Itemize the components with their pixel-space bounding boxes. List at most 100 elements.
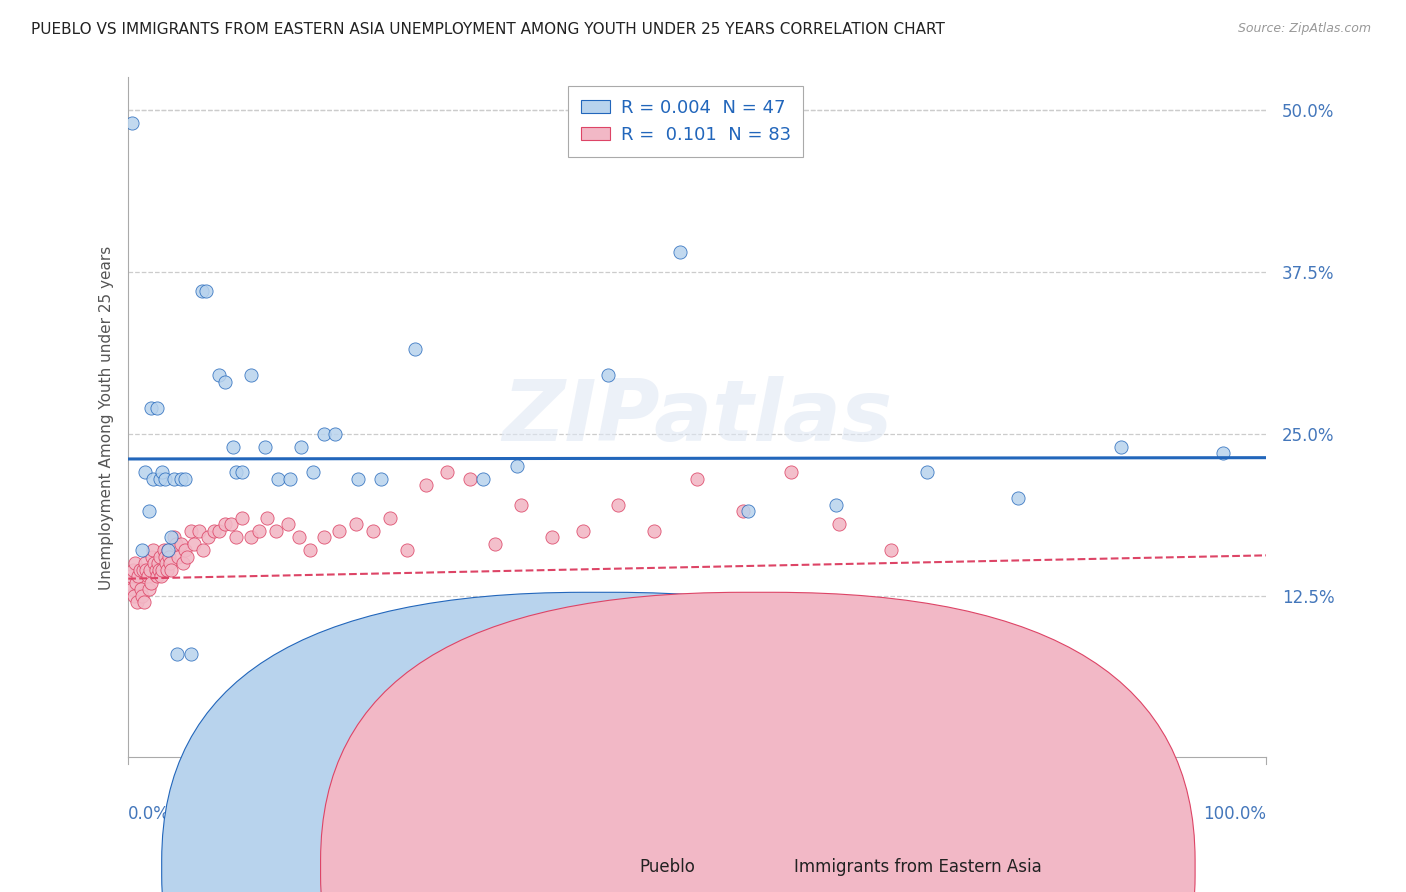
Point: [879, 543, 901, 558]
Point: [472, 472, 495, 486]
Point: [157, 549, 180, 564]
Text: 0.0%: 0.0%: [128, 805, 170, 823]
Point: [121, 116, 143, 130]
Point: [194, 284, 217, 298]
Point: [328, 524, 350, 538]
Point: [150, 569, 173, 583]
Point: [197, 530, 219, 544]
Point: [135, 563, 157, 577]
Point: [145, 563, 167, 577]
Point: [176, 549, 198, 564]
Point: [157, 543, 180, 558]
Point: [125, 575, 148, 590]
Point: [121, 563, 143, 577]
Point: [166, 647, 188, 661]
Text: ZIPatlas: ZIPatlas: [502, 376, 893, 458]
Point: [132, 563, 155, 577]
Point: [187, 524, 209, 538]
Point: [915, 466, 938, 480]
Point: [264, 524, 287, 538]
Point: [193, 543, 215, 558]
Point: [231, 466, 253, 480]
Point: [378, 510, 401, 524]
Point: [139, 563, 162, 577]
Point: [142, 543, 165, 558]
Point: [149, 472, 172, 486]
Point: [120, 569, 142, 583]
Point: [301, 466, 323, 480]
Point: [127, 569, 149, 583]
Point: [506, 458, 529, 473]
Point: [143, 556, 166, 570]
Point: [347, 472, 370, 486]
Point: [169, 537, 191, 551]
Point: [145, 401, 167, 415]
Text: 100.0%: 100.0%: [1204, 805, 1267, 823]
Point: [643, 524, 665, 538]
Point: [118, 575, 141, 590]
Point: [148, 563, 170, 577]
Point: [225, 466, 247, 480]
Point: [134, 466, 156, 480]
Point: [312, 426, 335, 441]
Point: [225, 530, 247, 544]
Text: PUEBLO VS IMMIGRANTS FROM EASTERN ASIA UNEMPLOYMENT AMONG YOUTH UNDER 25 YEARS C: PUEBLO VS IMMIGRANTS FROM EASTERN ASIA U…: [31, 22, 945, 37]
Text: Source: ZipAtlas.com: Source: ZipAtlas.com: [1237, 22, 1371, 36]
Point: [141, 549, 163, 564]
Point: [149, 549, 172, 564]
Point: [509, 498, 531, 512]
Point: [183, 537, 205, 551]
Point: [152, 543, 174, 558]
Point: [396, 543, 419, 558]
Point: [153, 549, 176, 564]
Point: [142, 472, 165, 486]
Point: [484, 537, 506, 551]
Text: Pueblo: Pueblo: [640, 858, 696, 876]
Point: [202, 524, 225, 538]
Point: [370, 472, 392, 486]
Point: [731, 504, 754, 518]
Point: [139, 401, 162, 415]
Point: [267, 472, 290, 486]
Text: Immigrants from Eastern Asia: Immigrants from Eastern Asia: [794, 858, 1042, 876]
Point: [129, 582, 152, 596]
Point: [145, 569, 167, 583]
Point: [128, 563, 150, 577]
Point: [150, 563, 173, 577]
Point: [138, 504, 160, 518]
Point: [222, 440, 245, 454]
Point: [167, 549, 190, 564]
Point: [163, 530, 186, 544]
Point: [231, 510, 253, 524]
Point: [606, 498, 628, 512]
Point: [136, 569, 159, 583]
Point: [180, 524, 202, 538]
Point: [1212, 446, 1234, 460]
Point: [437, 627, 460, 641]
Point: [191, 284, 214, 298]
Point: [344, 517, 367, 532]
Point: [174, 472, 197, 486]
Point: [131, 589, 153, 603]
Point: [219, 517, 242, 532]
Point: [157, 543, 180, 558]
Point: [828, 517, 851, 532]
Point: [253, 440, 276, 454]
Y-axis label: Unemployment Among Youth under 25 years: Unemployment Among Youth under 25 years: [100, 245, 114, 590]
Point: [290, 440, 312, 454]
Point: [278, 472, 301, 486]
Point: [139, 575, 162, 590]
Point: [1109, 440, 1132, 454]
Point: [256, 510, 278, 524]
Point: [163, 472, 186, 486]
Point: [458, 472, 481, 486]
Point: [121, 582, 143, 596]
Point: [247, 524, 270, 538]
Point: [155, 556, 177, 570]
Point: [737, 504, 759, 518]
Point: [146, 556, 169, 570]
Point: [134, 595, 156, 609]
Point: [131, 543, 153, 558]
Point: [169, 472, 191, 486]
Point: [160, 563, 183, 577]
